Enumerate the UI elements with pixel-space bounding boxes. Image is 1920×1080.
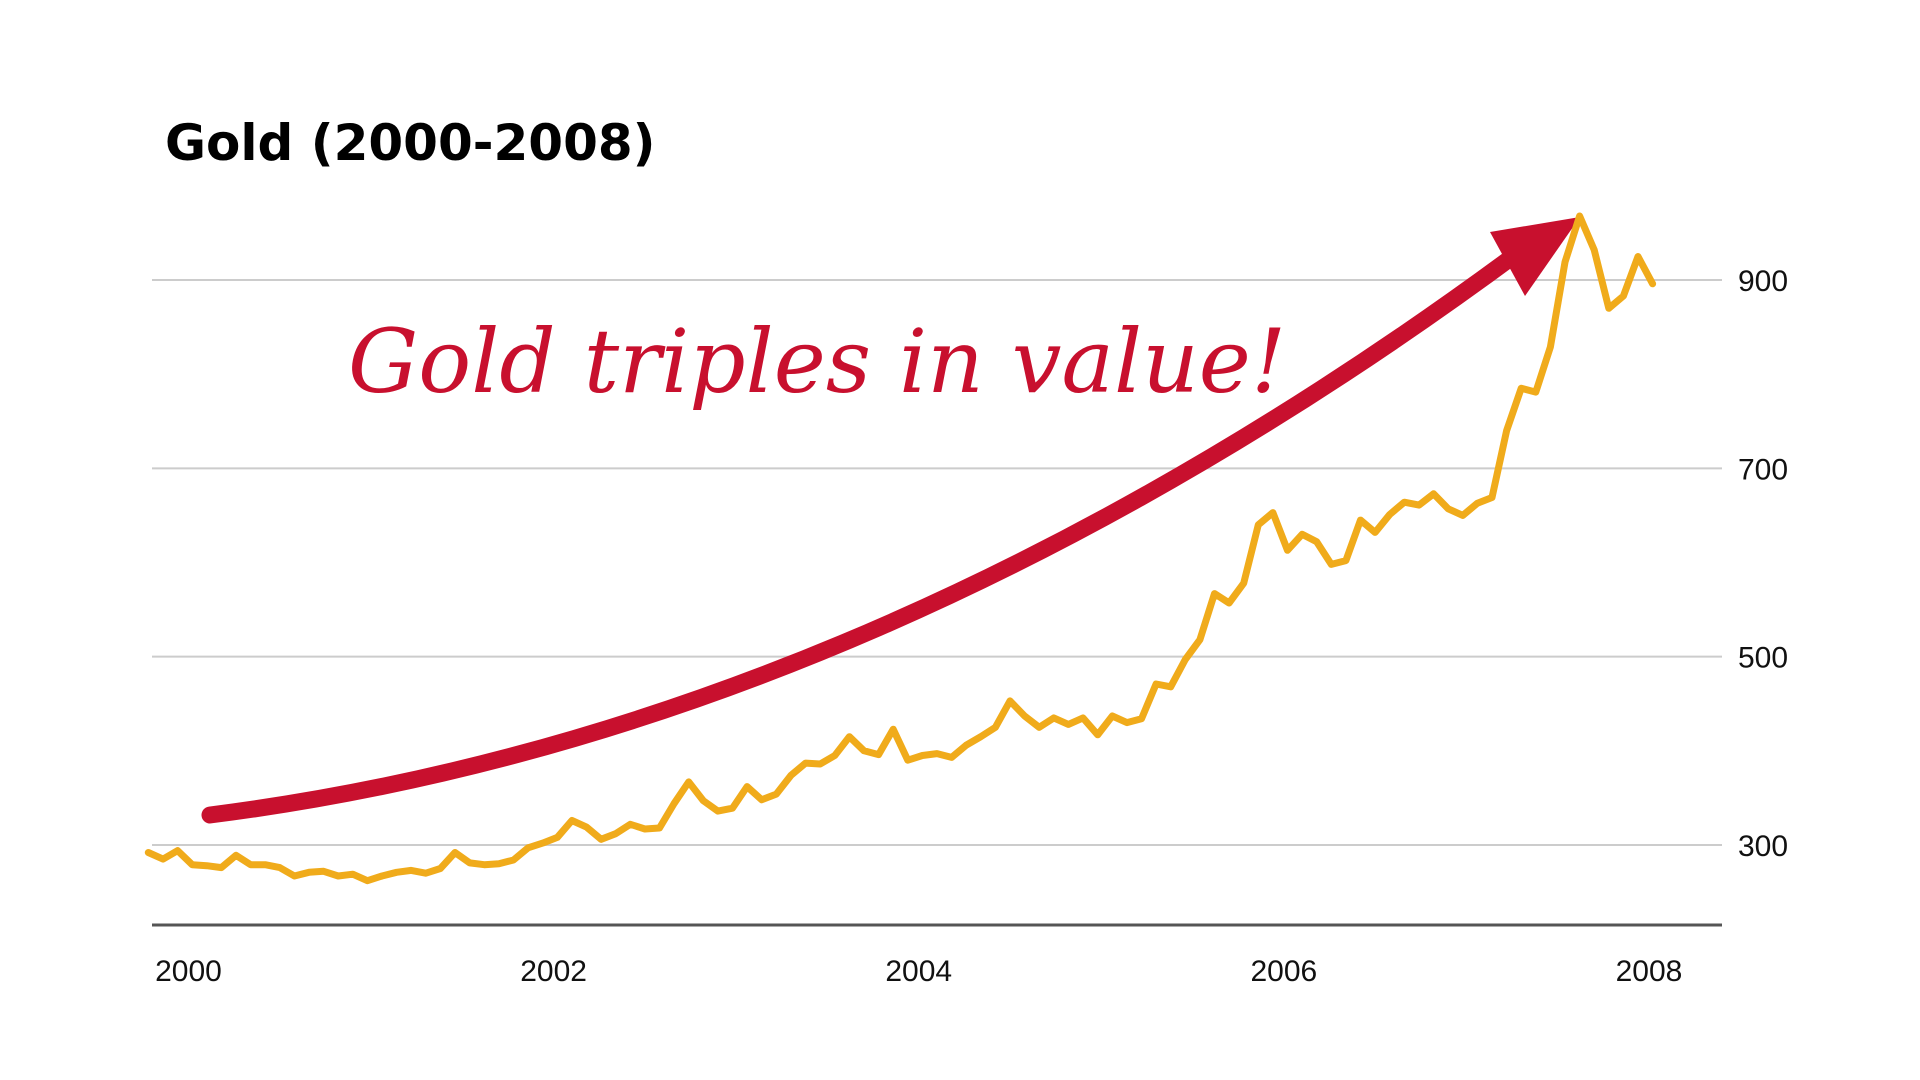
x-tick-label: 2000 <box>155 955 222 988</box>
y-tick-labels: 300 500 700 900 <box>1738 265 1788 863</box>
x-tick-label: 2006 <box>1250 955 1317 988</box>
x-tick-label: 2004 <box>885 955 952 988</box>
grid <box>152 279 1722 846</box>
y-tick-label: 300 <box>1738 830 1788 863</box>
gold-price-series <box>144 212 1657 885</box>
trend-arrow-shaft <box>201 231 1544 824</box>
y-tick-label: 900 <box>1738 265 1788 298</box>
y-tick-label: 700 <box>1738 453 1788 486</box>
annotation-gold-triples: Gold triples in value! <box>348 310 1286 413</box>
y-tick-label: 500 <box>1738 642 1788 675</box>
x-tick-label: 2002 <box>520 955 587 988</box>
trend-arrow <box>201 217 1580 824</box>
x-tick-label: 2008 <box>1616 955 1683 988</box>
series-line-0 <box>144 212 1657 885</box>
chart-title: Gold (2000-2008) <box>165 114 656 172</box>
x-tick-labels: 2000 2002 2004 2006 2008 <box>155 955 1682 988</box>
trend-arrow-head <box>1490 217 1580 296</box>
